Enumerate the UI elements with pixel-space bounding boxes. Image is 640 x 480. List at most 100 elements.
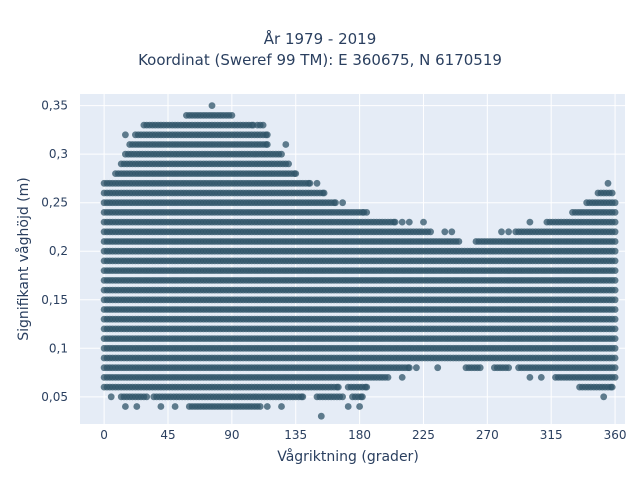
data-point bbox=[263, 141, 271, 148]
data-point bbox=[398, 374, 406, 381]
data-point bbox=[398, 218, 406, 226]
data-point bbox=[292, 170, 300, 178]
data-points bbox=[100, 102, 619, 420]
data-point bbox=[359, 393, 366, 401]
data-point bbox=[441, 228, 449, 236]
data-point bbox=[334, 383, 342, 391]
data-point bbox=[278, 403, 285, 410]
data-point bbox=[611, 277, 619, 284]
data-point bbox=[611, 325, 619, 333]
data-point bbox=[363, 383, 371, 391]
x-axis-title: Vågriktning (grader) bbox=[277, 448, 419, 465]
data-point bbox=[339, 199, 346, 207]
chart-title-line-2: Koordinat (Sweref 99 TM): E 360675, N 61… bbox=[138, 51, 502, 69]
y-axis-title: Signifikant våghöjd (m) bbox=[15, 177, 32, 340]
data-point bbox=[339, 393, 346, 401]
chart-title-line-1: År 1979 - 2019 bbox=[263, 30, 377, 48]
y-tick-label: 0,2 bbox=[49, 244, 68, 258]
y-tick-label: 0,05 bbox=[41, 390, 68, 404]
data-point bbox=[332, 199, 339, 207]
data-point bbox=[320, 189, 328, 197]
data-point bbox=[363, 209, 371, 216]
data-point bbox=[122, 403, 129, 410]
data-point bbox=[171, 403, 179, 410]
data-point bbox=[434, 364, 442, 372]
data-point bbox=[600, 393, 608, 401]
data-point bbox=[611, 335, 619, 342]
data-point bbox=[313, 179, 321, 187]
data-point bbox=[611, 296, 619, 304]
data-point bbox=[228, 112, 236, 119]
data-point bbox=[306, 179, 314, 187]
data-point bbox=[263, 403, 271, 410]
data-point bbox=[133, 403, 141, 410]
x-tick-label: 315 bbox=[540, 428, 563, 442]
data-point bbox=[455, 238, 463, 245]
data-point bbox=[263, 131, 271, 139]
x-tick-label: 180 bbox=[348, 428, 371, 442]
x-tick-label: 135 bbox=[284, 428, 307, 442]
data-point bbox=[608, 189, 616, 197]
data-point bbox=[122, 131, 129, 139]
data-point bbox=[278, 150, 285, 158]
data-point bbox=[405, 218, 413, 226]
y-tick-label: 0,3 bbox=[49, 147, 68, 161]
data-point bbox=[611, 209, 619, 216]
data-point bbox=[526, 374, 534, 381]
x-tick-label: 270 bbox=[476, 428, 499, 442]
data-point bbox=[611, 344, 619, 352]
data-point bbox=[282, 141, 290, 148]
data-point bbox=[498, 228, 505, 236]
y-tick-label: 0,15 bbox=[41, 293, 68, 307]
data-point bbox=[505, 364, 512, 372]
data-point bbox=[604, 179, 612, 187]
data-point bbox=[476, 364, 484, 372]
data-point bbox=[611, 286, 619, 294]
data-point bbox=[157, 403, 165, 410]
data-point bbox=[427, 228, 434, 236]
y-tick-label: 0,25 bbox=[41, 196, 68, 210]
data-point bbox=[611, 228, 619, 236]
data-point bbox=[107, 393, 115, 401]
data-point bbox=[413, 364, 420, 372]
data-point bbox=[611, 238, 619, 245]
data-point bbox=[611, 247, 619, 255]
data-point bbox=[611, 354, 619, 362]
data-point bbox=[259, 121, 267, 129]
y-tick-label: 0,1 bbox=[49, 341, 68, 355]
data-point bbox=[391, 218, 399, 226]
data-point bbox=[611, 257, 619, 265]
data-point bbox=[505, 228, 512, 236]
data-point bbox=[420, 218, 427, 226]
x-tick-label: 90 bbox=[224, 428, 239, 442]
data-point bbox=[611, 267, 619, 274]
data-point bbox=[611, 374, 619, 381]
data-point bbox=[611, 364, 619, 372]
data-point bbox=[356, 403, 363, 410]
data-point bbox=[611, 218, 619, 226]
data-point bbox=[285, 160, 292, 168]
data-point bbox=[611, 306, 619, 313]
data-point bbox=[608, 383, 616, 391]
x-axis-ticks: 0 45 90 135 180 225 270 315 360 bbox=[100, 428, 626, 442]
data-point bbox=[405, 364, 413, 372]
data-point bbox=[384, 374, 392, 381]
x-tick-label: 45 bbox=[160, 428, 175, 442]
x-tick-label: 360 bbox=[604, 428, 627, 442]
data-point bbox=[143, 393, 151, 401]
data-point bbox=[537, 374, 545, 381]
y-tick-label: 0,35 bbox=[41, 99, 68, 113]
data-point bbox=[611, 315, 619, 323]
data-point bbox=[256, 403, 264, 410]
data-point bbox=[526, 218, 534, 226]
x-tick-label: 225 bbox=[412, 428, 435, 442]
data-point bbox=[344, 403, 352, 410]
data-point bbox=[208, 102, 216, 109]
data-point bbox=[448, 228, 456, 236]
x-tick-label: 0 bbox=[100, 428, 108, 442]
y-axis-ticks: 0,05 0,1 0,15 0,2 0,25 0,3 0,35 bbox=[41, 99, 68, 404]
data-point bbox=[299, 393, 307, 401]
data-point bbox=[611, 199, 619, 207]
